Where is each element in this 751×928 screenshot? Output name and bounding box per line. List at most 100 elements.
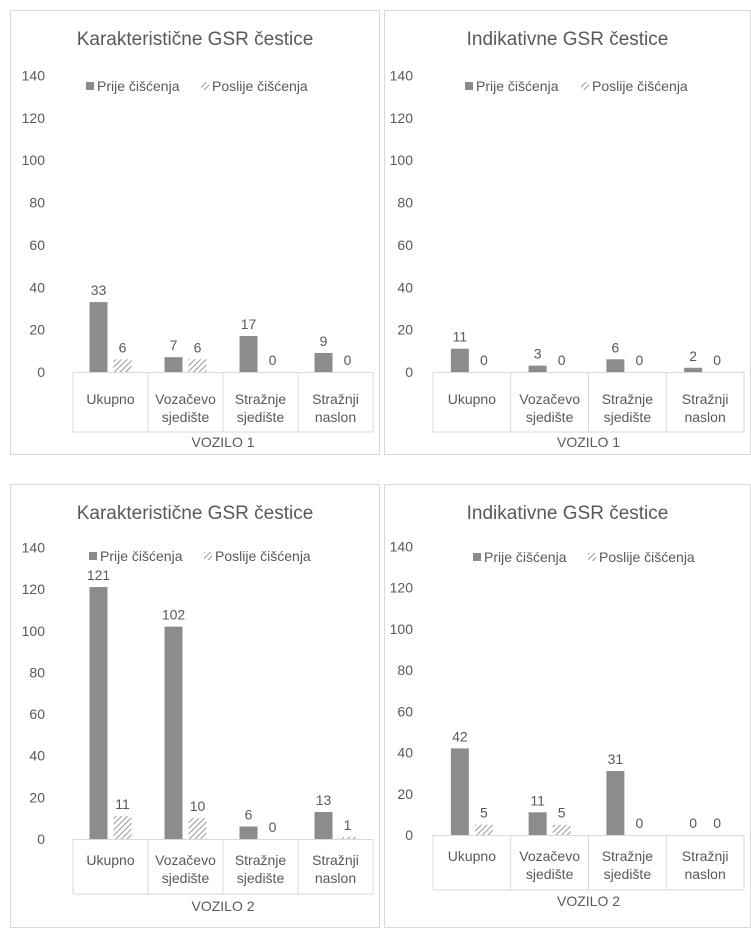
y-tick-label: 120 — [390, 110, 414, 126]
data-label: 5 — [480, 805, 488, 821]
y-tick-label: 40 — [397, 279, 413, 295]
bar-before — [314, 352, 333, 372]
bar-before — [89, 302, 108, 372]
bar-before — [239, 826, 258, 839]
legend-swatch-after — [581, 82, 589, 90]
legend-item-after: Poslije čišćenja — [201, 78, 308, 94]
bar-before — [450, 348, 469, 372]
category-label: Stražnje sjedište — [602, 848, 654, 882]
y-tick-label: 40 — [29, 748, 45, 764]
data-label: 0 — [558, 352, 566, 368]
bar-before — [164, 357, 183, 372]
data-label: 6 — [119, 339, 127, 355]
legend-label-after: Poslije čišćenja — [212, 78, 308, 94]
bar-after — [338, 836, 357, 839]
bar-before — [89, 587, 108, 839]
y-tick-label: 20 — [397, 786, 413, 802]
legend-label-before: Prije čišćenja — [476, 78, 559, 94]
category-label: Vozačevo sjedište — [155, 391, 216, 425]
category-label: Ukupno — [86, 391, 134, 407]
bar-before — [314, 811, 333, 839]
data-label: 33 — [91, 282, 107, 298]
bar-before — [528, 812, 547, 835]
data-label: 9 — [320, 333, 328, 349]
y-tick-label: 60 — [29, 706, 45, 722]
category-label: Vozačevo sjedište — [519, 391, 580, 425]
chart-title: Karakteristične GSR čestice — [77, 503, 314, 524]
data-label: 11 — [115, 796, 130, 812]
data-label: 0 — [713, 815, 721, 831]
bar-before — [239, 335, 258, 372]
category-label: Stražnji naslon — [312, 852, 359, 886]
category-label: Stražnji naslon — [682, 848, 729, 882]
category-label: Stražnji naslon — [312, 391, 359, 425]
y-tick-label: 60 — [397, 703, 413, 719]
bar-before — [164, 626, 183, 839]
bar-after — [474, 824, 493, 835]
data-label: 0 — [269, 352, 277, 368]
data-label: 0 — [269, 819, 277, 835]
legend-item-before: Prije čišćenja — [86, 78, 180, 94]
bar-after — [113, 816, 132, 839]
y-tick-label: 80 — [397, 195, 413, 211]
legend-label-before: Prije čišćenja — [484, 549, 567, 565]
data-label: 0 — [713, 352, 721, 368]
y-tick-label: 40 — [397, 745, 413, 761]
bar-before — [606, 359, 625, 372]
y-tick-label: 120 — [22, 581, 46, 597]
data-label: 31 — [608, 751, 624, 767]
legend-swatch-before — [473, 553, 481, 561]
legend-swatch-before — [465, 82, 473, 90]
chart-title: Karakteristične GSR čestice — [77, 29, 314, 50]
data-label: 0 — [689, 815, 697, 831]
chart-svg: Indikativne GSR čestice Prije čišćenja Pos… — [390, 29, 745, 450]
y-tick-label: 0 — [405, 364, 413, 380]
y-tick-label: 100 — [390, 621, 414, 637]
chart-panel-indikativne-vozilo-1: Indikativne GSR čestice Prije čišćenja Pos… — [384, 10, 751, 455]
chart-svg: Karakteristične GSR čestice Prije čišćenj… — [22, 503, 374, 914]
group-label: VOZILO 2 — [557, 893, 620, 909]
bar-after — [552, 824, 571, 835]
chart-svg: Indikativne GSR čestice Prije čišćenja Pos… — [390, 503, 745, 909]
category-label: Ukupno — [448, 391, 496, 407]
data-label: 42 — [452, 728, 468, 744]
y-tick-label: 100 — [390, 152, 414, 168]
data-label: 6 — [194, 339, 202, 355]
data-label: 3 — [534, 346, 542, 362]
category-label: Stražnje sjedište — [235, 391, 287, 425]
y-tick-label: 20 — [29, 322, 45, 338]
data-label: 0 — [635, 352, 643, 368]
y-tick-label: 60 — [29, 237, 45, 253]
category-label: Ukupno — [448, 848, 496, 864]
legend-swatch-before — [86, 82, 94, 90]
data-label: 6 — [611, 339, 619, 355]
category-label: Vozačevo sjedište — [519, 848, 580, 882]
legend-swatch-after — [204, 552, 212, 560]
data-label: 102 — [162, 607, 186, 623]
y-tick-label: 140 — [390, 538, 414, 554]
y-tick-label: 100 — [22, 623, 46, 639]
bar-after — [188, 359, 207, 372]
y-tick-label: 140 — [22, 540, 46, 556]
legend-swatch-after — [588, 553, 596, 561]
group-label: VOZILO 1 — [557, 434, 620, 450]
y-tick-label: 80 — [29, 664, 45, 680]
legend-item-after: Poslije čišćenja — [588, 549, 695, 565]
y-tick-label: 0 — [37, 364, 45, 380]
legend-label-after: Poslije čišćenja — [592, 78, 688, 94]
data-label: 7 — [170, 337, 178, 353]
group-label: VOZILO 1 — [191, 434, 254, 450]
data-label: 0 — [635, 815, 643, 831]
chart-svg: Karakteristične GSR čestice Prije čišćenj… — [22, 29, 374, 450]
chart-title: Indikativne GSR čestice — [467, 503, 669, 524]
legend-label-after: Poslije čišćenja — [599, 549, 695, 565]
y-tick-label: 120 — [22, 110, 46, 126]
y-tick-label: 120 — [390, 580, 414, 596]
category-label: Vozačevo sjedište — [155, 852, 216, 886]
legend-label-after: Poslije čišćenja — [215, 548, 311, 564]
group-label: VOZILO 2 — [191, 898, 254, 914]
bar-before — [684, 367, 703, 372]
data-label: 13 — [316, 792, 332, 808]
legend-swatch-after — [201, 82, 209, 90]
data-label: 0 — [344, 352, 352, 368]
